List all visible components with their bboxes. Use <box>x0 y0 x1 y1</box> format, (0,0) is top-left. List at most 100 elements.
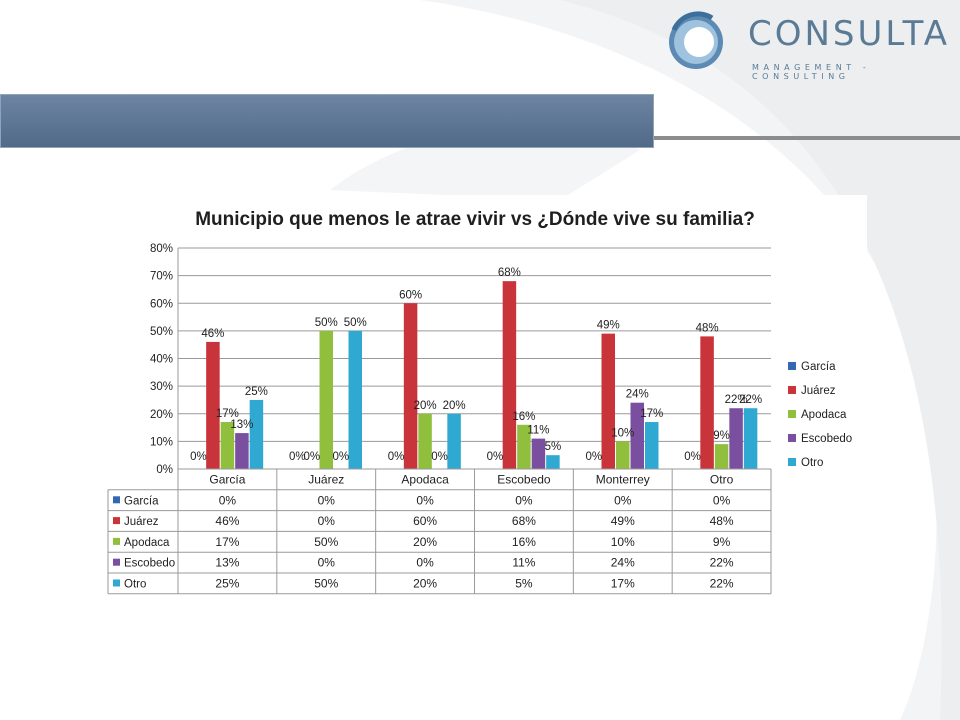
legend: García Juárez Apodaca Escobedo Otro <box>788 361 852 469</box>
chart-panel: Municipio que menos le atrae vivir vs ¿D… <box>107 195 867 600</box>
bars <box>206 281 758 469</box>
bar <box>319 330 333 469</box>
table-cell: 0% <box>318 514 336 528</box>
data-table: García Juárez Apodaca Escobedo Monterrey Otro… <box>107 468 772 595</box>
bar <box>403 303 418 469</box>
bar <box>220 422 235 469</box>
bar <box>729 408 743 469</box>
title-band <box>0 94 654 148</box>
data-label: 13% <box>230 419 253 431</box>
data-label: 50% <box>344 317 367 329</box>
bar <box>249 399 264 469</box>
category-label: Juárez <box>308 473 344 487</box>
y-tick-label: 20% <box>150 409 173 421</box>
table-cell: 11% <box>512 556 535 570</box>
data-label: 50% <box>315 317 338 329</box>
bar <box>447 413 461 469</box>
legend-label: Apodaca <box>801 409 847 421</box>
table-cell: 50% <box>314 577 338 591</box>
table-cell: 0% <box>219 493 237 507</box>
series-row-label: Escobedo <box>124 558 175 570</box>
table-cell: 20% <box>413 577 437 591</box>
series-row-label: Juárez <box>124 516 159 528</box>
table-cell: 0% <box>318 493 336 507</box>
data-label: 49% <box>597 320 620 332</box>
data-label: 0% <box>289 451 306 463</box>
consulta-logo <box>669 11 723 69</box>
data-label: 0% <box>332 451 349 463</box>
bar <box>502 281 517 469</box>
data-label: 0% <box>684 451 701 463</box>
bar <box>601 333 615 469</box>
bar <box>206 341 220 469</box>
data-label: 0% <box>190 451 207 463</box>
table-cell: 22% <box>710 556 734 570</box>
table-cell: 50% <box>314 535 338 549</box>
data-label: 48% <box>696 322 719 334</box>
series-row-label: Apodaca <box>124 537 170 549</box>
legend-label: Juárez <box>801 385 836 397</box>
table-cell: 0% <box>713 493 731 507</box>
table-cell: 24% <box>611 556 635 570</box>
table-cell: 46% <box>215 514 239 528</box>
legend-label: Escobedo <box>801 433 852 445</box>
bar <box>743 408 758 469</box>
bar <box>418 413 432 469</box>
table-cell: 17% <box>611 577 635 591</box>
data-label: 20% <box>414 400 437 412</box>
bar <box>714 444 729 469</box>
series-swatch <box>113 579 120 587</box>
bar <box>546 455 560 469</box>
data-label: 10% <box>611 427 634 439</box>
data-label: 9% <box>713 430 730 442</box>
data-label: 0% <box>431 451 448 463</box>
data-label: 46% <box>201 328 224 340</box>
chart: Municipio que menos le atrae vivir vs ¿D… <box>107 209 852 595</box>
logo-tagline: MANAGEMENT - CONSULTING <box>752 63 871 81</box>
data-label: 11% <box>527 425 549 437</box>
bar <box>700 336 714 469</box>
series-swatch <box>113 558 120 566</box>
header-rule <box>350 136 960 140</box>
series-swatch <box>113 537 120 545</box>
data-label: 16% <box>512 411 535 423</box>
table-cell: 13% <box>215 556 239 570</box>
legend-label: Otro <box>801 457 823 469</box>
y-axis: 0% 10% 20% 30% 40% 50% 60% 70% 80% <box>150 243 179 476</box>
chart-title: Municipio que menos le atrae vivir vs ¿D… <box>195 209 755 230</box>
data-label: 22% <box>739 394 762 406</box>
legend-swatch <box>788 410 796 418</box>
legend-swatch <box>788 434 796 442</box>
logo-name: CONSULTA <box>748 14 951 54</box>
y-tick-label: 80% <box>150 243 173 255</box>
table-cell: 5% <box>515 577 533 591</box>
table-cell: 10% <box>611 535 635 549</box>
legend-swatch <box>788 458 796 466</box>
data-label: 0% <box>303 451 320 463</box>
series-swatch <box>113 517 120 525</box>
series-row-label: Otro <box>124 579 146 591</box>
data-label: 25% <box>245 386 268 398</box>
data-label: 0% <box>388 451 405 463</box>
table-cell: 22% <box>710 577 734 591</box>
table-cell: 0% <box>416 556 434 570</box>
category-label: Otro <box>710 473 734 487</box>
data-label: 68% <box>498 267 521 279</box>
bar <box>645 422 659 469</box>
bar <box>235 433 249 469</box>
data-label: 24% <box>626 389 649 401</box>
table-cell: 9% <box>713 535 731 549</box>
table-cell: 16% <box>512 535 536 549</box>
y-tick-label: 70% <box>150 271 173 283</box>
table-cell: 25% <box>215 577 239 591</box>
table-cell: 49% <box>611 514 635 528</box>
bar <box>531 438 546 469</box>
data-label: 0% <box>487 451 504 463</box>
data-label: 22% <box>725 394 748 406</box>
category-label: Escobedo <box>497 473 551 487</box>
bar <box>348 330 362 469</box>
bar <box>517 424 531 469</box>
data-label: 5% <box>545 441 562 453</box>
y-tick-label: 10% <box>150 436 173 448</box>
series-swatch <box>113 496 120 504</box>
